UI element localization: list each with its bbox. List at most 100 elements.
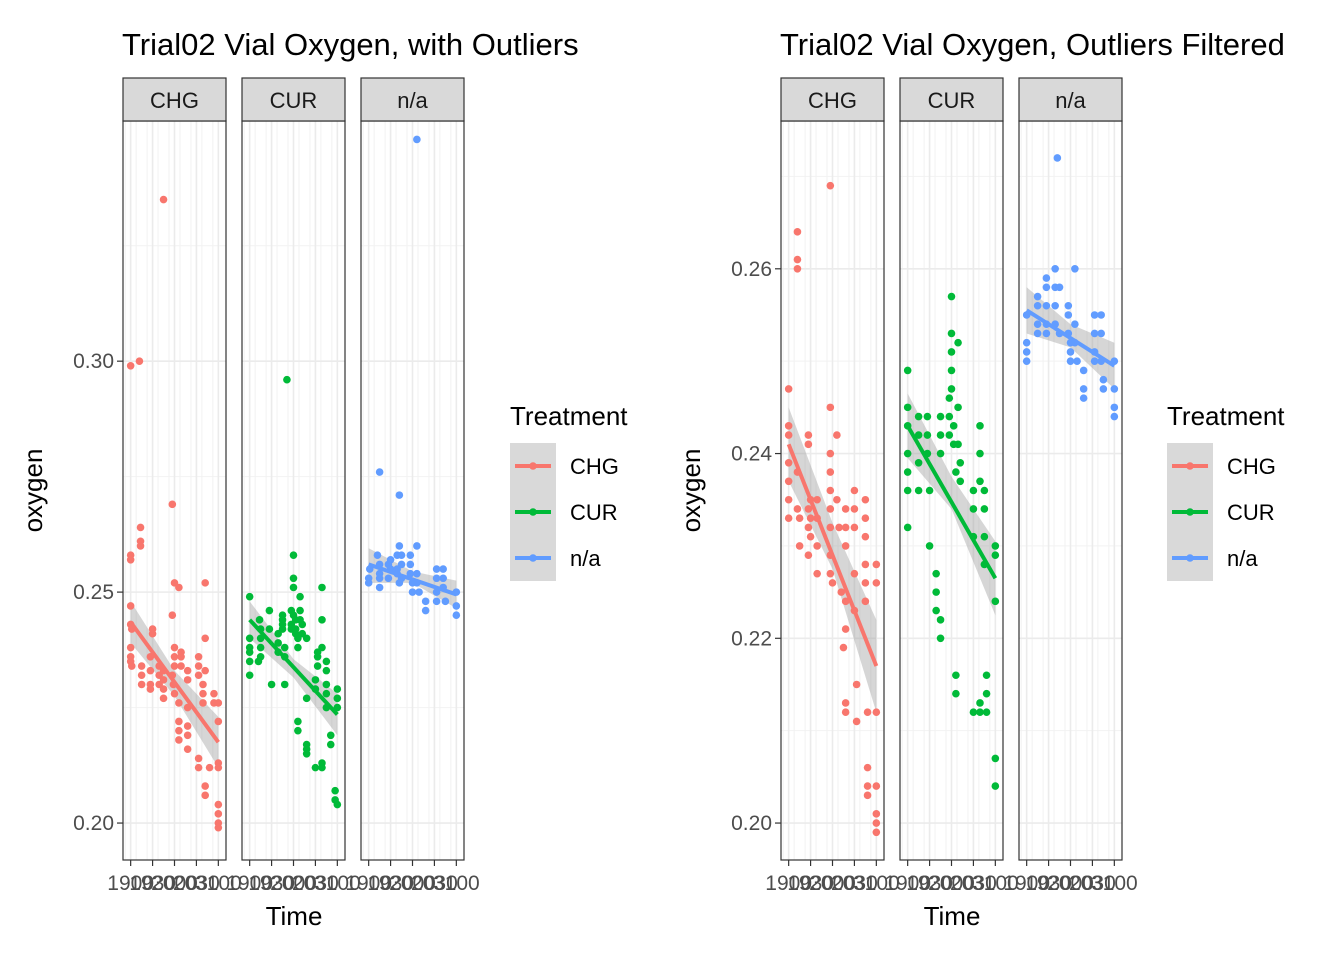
data-point [793,265,802,273]
legend: Treatment CHG CUR n/a [1167,401,1285,581]
data-point [294,726,302,735]
data-point [914,431,923,439]
data-point [255,616,264,624]
data-point [784,514,793,523]
trend-line [905,424,998,580]
data-point [954,403,962,412]
data-point [982,671,991,680]
data-point [863,782,872,790]
data-point [280,680,289,689]
x-tick-label: 2030 [173,872,220,895]
data-point [872,708,881,716]
data-point [952,671,960,680]
data-point [991,542,1000,550]
y-tick-label: 0.22 [731,627,772,650]
data-point [302,749,311,758]
data-point [850,523,859,532]
data-point [795,542,804,550]
data-point [1099,375,1108,384]
data-point [914,486,923,495]
data-point [863,763,872,772]
data-point [298,620,307,629]
data-point [1033,329,1042,338]
facet-strip-label: n/a [1055,88,1086,113]
data-point [826,468,835,476]
data-point [214,717,223,726]
legend-label: CUR [1227,500,1275,525]
data-point [1079,385,1088,393]
data-point [146,685,155,693]
data-point [861,597,870,606]
data-point [956,477,965,486]
data-point [936,616,945,624]
data-point [1055,283,1064,292]
data-point [872,560,881,569]
data-point [1022,338,1031,347]
data-point [294,717,302,726]
y-tick-label: 0.24 [731,443,772,466]
data-point [839,643,848,652]
x-tick-label: 2000 [1047,872,1094,895]
data-point [833,431,841,439]
data-point [863,791,872,800]
data-point [201,791,209,800]
data-point [872,579,881,587]
data-point [333,703,342,712]
data-point [375,574,384,583]
data-point [833,495,841,504]
x-tick-label: 2000 [809,872,856,895]
data-point [413,542,421,550]
data-point [214,810,223,818]
data-point [126,643,135,652]
data-point [784,422,793,430]
facet-strip-label: CUR [270,88,318,113]
data-point [784,431,793,439]
data-point [863,708,872,716]
legend-title: Treatment [510,401,628,431]
data-point [326,731,335,740]
data-point [318,763,326,772]
legend-label: CHG [1227,454,1276,479]
data-point [861,579,870,587]
data-point [861,532,870,541]
data-point [175,736,183,744]
data-point [280,643,289,652]
data-point [852,717,861,726]
data-point [804,440,813,449]
data-point [980,532,989,541]
data-point [1110,403,1119,412]
data-point [1053,154,1062,162]
facet-strip [899,77,1004,122]
data-point [1042,301,1051,310]
y-tick-label: 0.20 [731,812,772,835]
data-point [170,643,179,652]
data-point [947,366,956,375]
data-point [432,565,441,573]
facet-strip-label: CUR [928,88,976,113]
data-point [969,708,978,716]
data-point [318,616,326,624]
data-point [384,574,393,583]
data-point [976,708,984,716]
data-point [159,676,168,684]
y-tick-label: 0.25 [73,581,114,604]
data-point [127,662,136,670]
data-point [852,680,861,689]
data-point [421,597,430,606]
data-point [850,505,859,513]
data-point [245,671,254,680]
data-point [137,662,146,670]
data-point [1097,311,1105,319]
data-point [956,458,965,467]
x-tick-label: 2030 [411,872,458,895]
data-point [947,329,956,338]
data-point [289,583,298,592]
data-point [439,565,447,573]
data-point [1071,320,1079,329]
data-point [976,449,984,458]
x-tick-label: 3100 [1091,872,1138,895]
data-point [201,579,209,587]
data-point [1110,385,1119,393]
